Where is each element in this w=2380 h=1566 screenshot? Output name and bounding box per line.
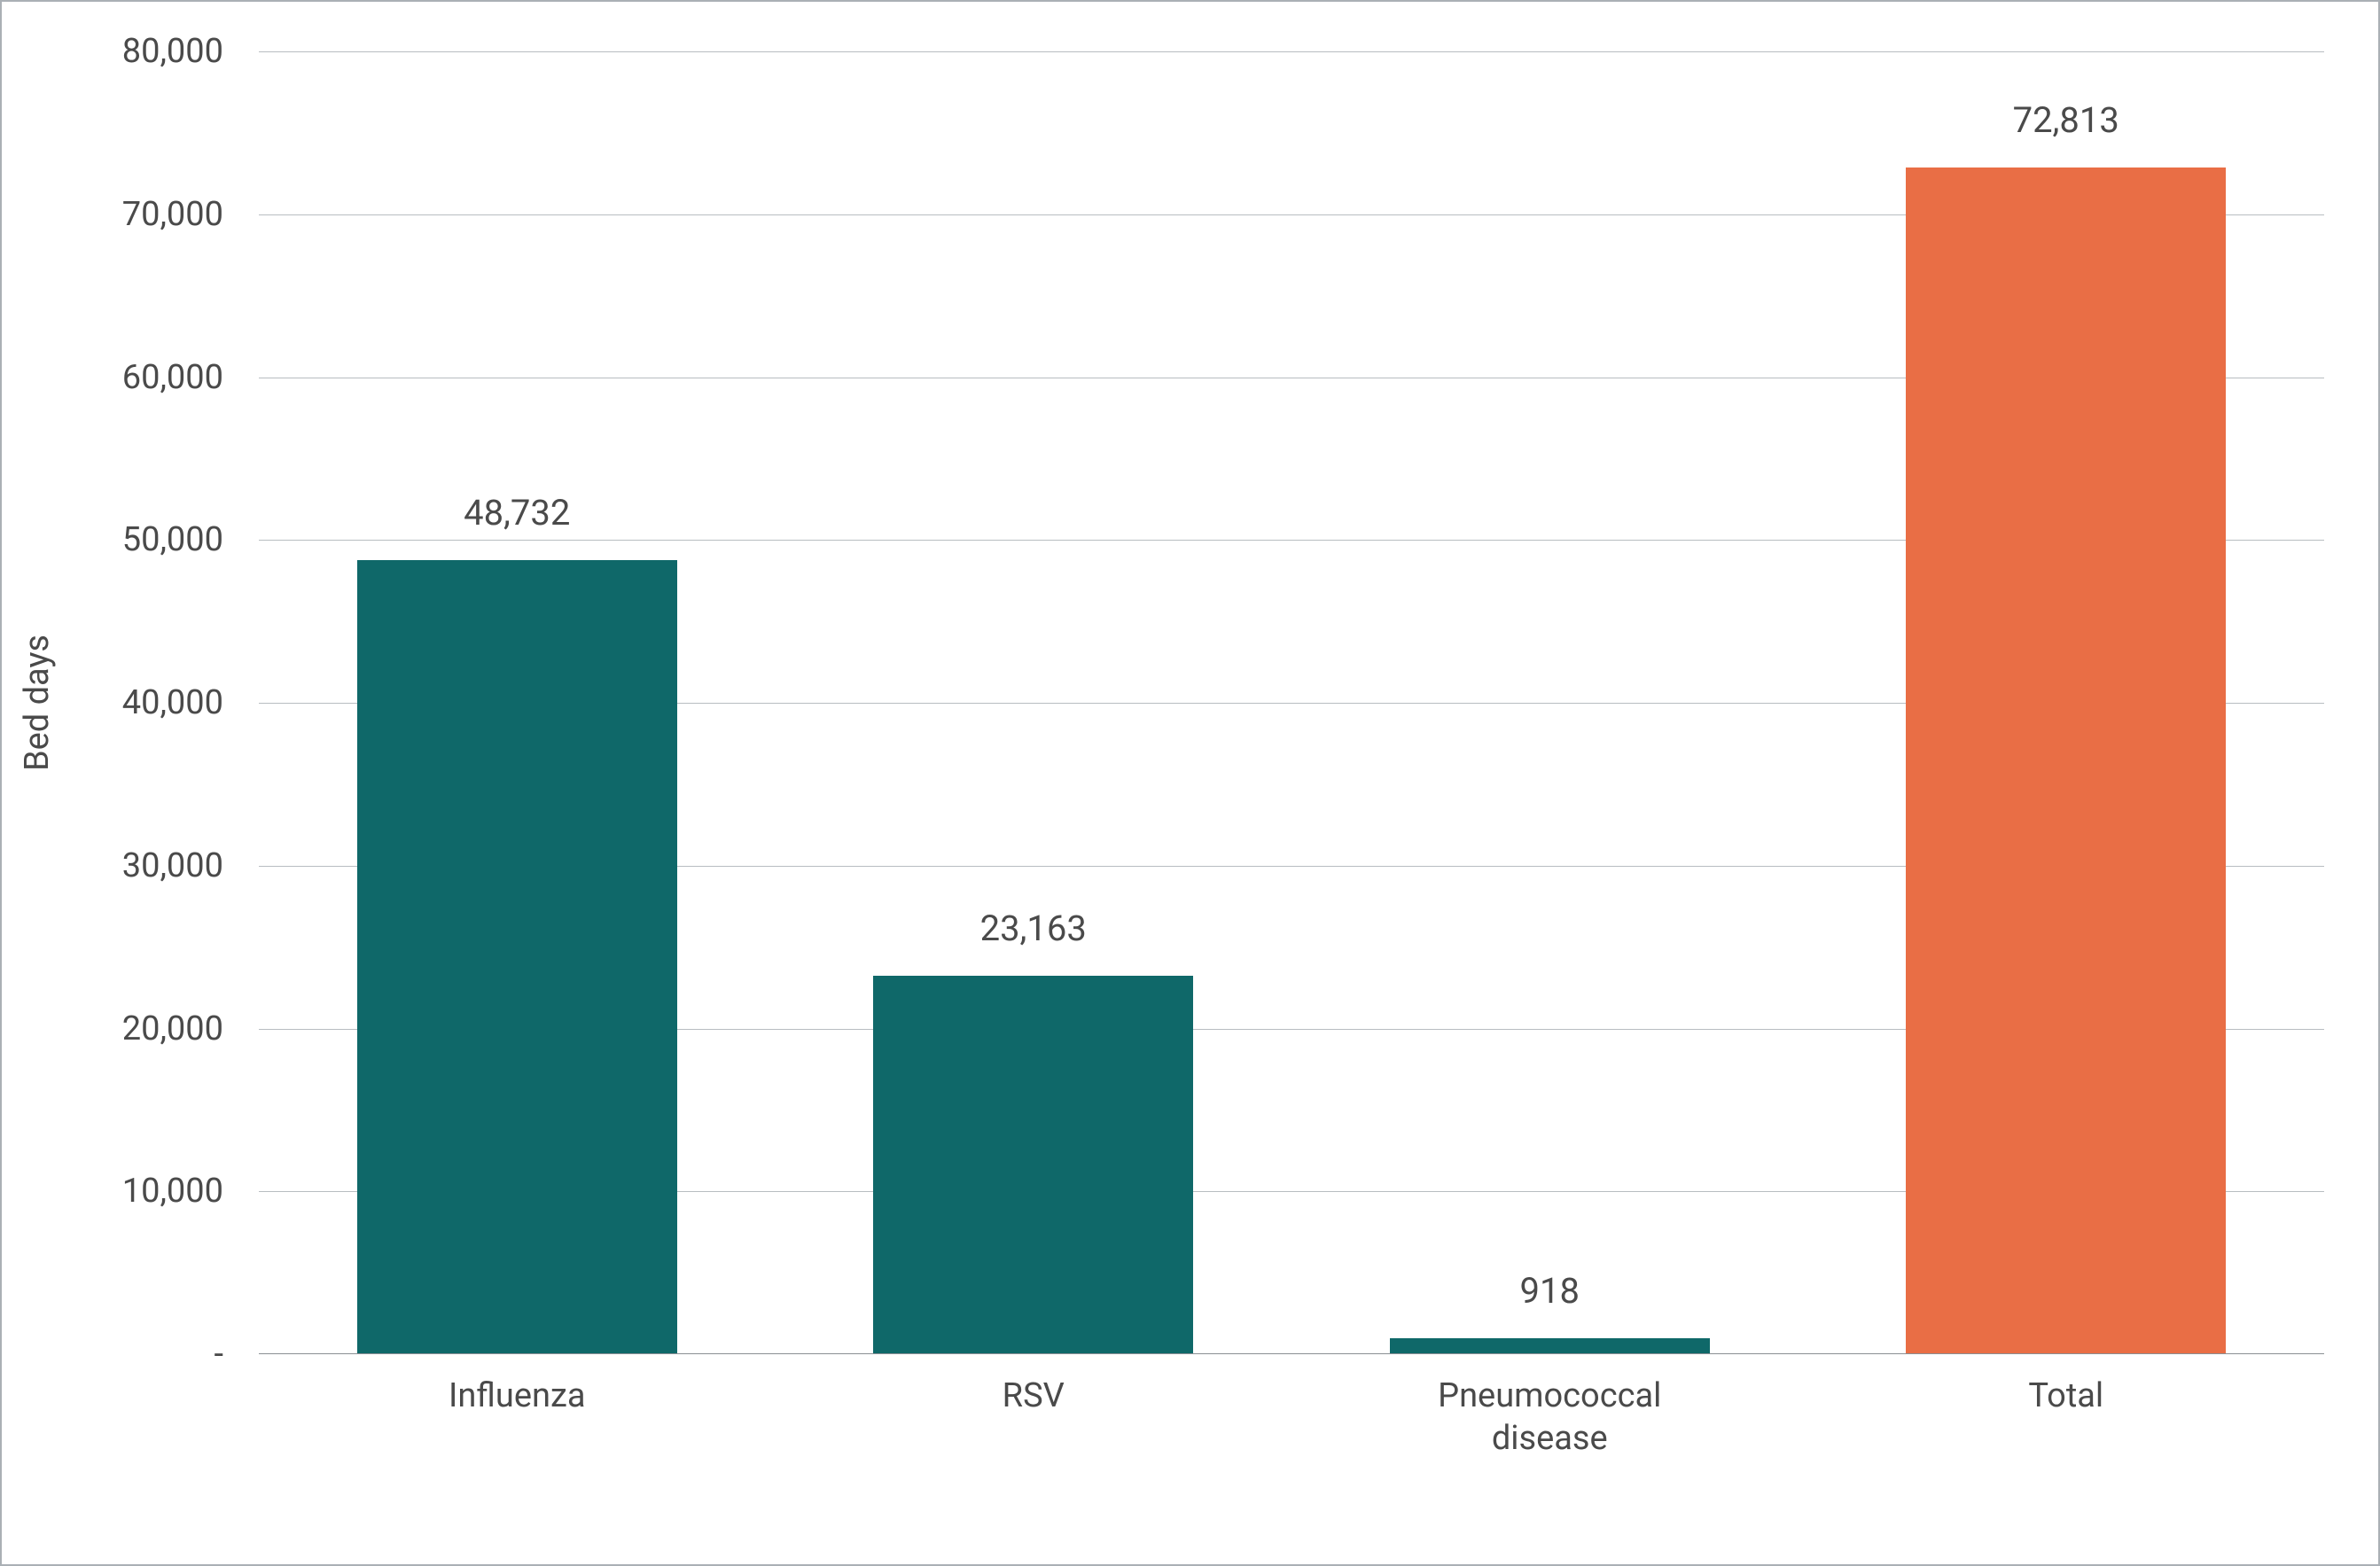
y-tick-label: 30,000 bbox=[2, 846, 223, 885]
bar-value-label: 48,732 bbox=[464, 492, 570, 534]
bar: 48,732 bbox=[357, 560, 677, 1353]
y-tick-label: 10,000 bbox=[2, 1172, 223, 1211]
bed-days-bar-chart: 48,732 23,163 918 72,813 - 10,000 20,000 30,00… bbox=[0, 0, 2380, 1566]
y-tick-label: 80,000 bbox=[2, 32, 223, 71]
bar-value-label: 918 bbox=[1520, 1270, 1580, 1312]
x-tick-label: Total bbox=[1808, 1375, 2325, 1418]
bar: 918 bbox=[1390, 1338, 1710, 1353]
bar: 72,813 bbox=[1906, 168, 2226, 1353]
y-axis-label: Bed days bbox=[18, 635, 57, 771]
bar-value-label: 72,813 bbox=[2013, 99, 2119, 141]
y-tick-label: 20,000 bbox=[2, 1009, 223, 1048]
y-tick-label: 50,000 bbox=[2, 520, 223, 559]
y-tick-label: 70,000 bbox=[2, 195, 223, 234]
gridline bbox=[259, 51, 2324, 52]
y-tick-label: - bbox=[2, 1335, 223, 1374]
y-tick-label: 60,000 bbox=[2, 358, 223, 397]
x-tick-label: Influenza bbox=[259, 1375, 776, 1418]
bar: 23,163 bbox=[873, 976, 1193, 1353]
bar-value-label: 23,163 bbox=[980, 908, 1087, 949]
x-tick-label: Pneumococcaldisease bbox=[1291, 1375, 1808, 1460]
x-tick-label: RSV bbox=[776, 1375, 1292, 1418]
plot-area: 48,732 23,163 918 72,813 bbox=[259, 51, 2324, 1354]
